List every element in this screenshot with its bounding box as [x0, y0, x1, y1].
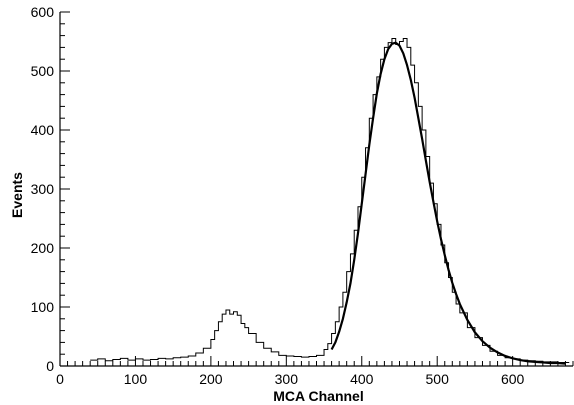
- x-tick-label: 100: [124, 371, 148, 387]
- x-tick-label: 500: [426, 371, 450, 387]
- y-tick-label: 200: [31, 240, 55, 256]
- y-tick-label: 600: [31, 4, 55, 20]
- x-tick-label: 600: [501, 371, 525, 387]
- x-tick-label: 200: [199, 371, 223, 387]
- y-tick-label: 100: [31, 299, 55, 315]
- x-tick-label: 300: [275, 371, 299, 387]
- x-tick-label: 0: [56, 371, 64, 387]
- x-axis-title: MCA Channel: [273, 388, 363, 404]
- y-tick-label: 400: [31, 122, 55, 138]
- y-tick-label: 300: [31, 181, 55, 197]
- x-axis-ticks: 0 100 200 300 400 500 600: [56, 356, 574, 387]
- fit-curve-series: [330, 41, 566, 365]
- plot-area: [90, 38, 570, 365]
- y-axis-title: Events: [9, 172, 25, 218]
- y-axis-ticks: 0 100 200 300 400 500 600: [31, 4, 70, 374]
- x-tick-label: 400: [350, 371, 374, 387]
- y-tick-label: 0: [46, 358, 54, 374]
- y-tick-label: 500: [31, 63, 55, 79]
- histogram-series: [90, 38, 570, 363]
